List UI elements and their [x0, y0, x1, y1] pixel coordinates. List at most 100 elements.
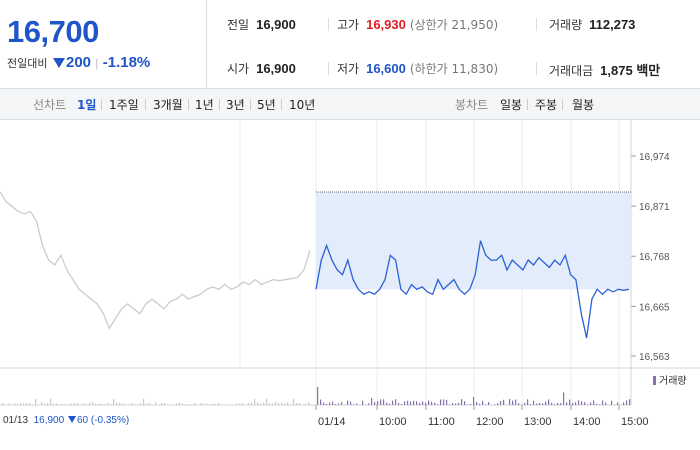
volume-bar	[8, 403, 10, 405]
volume-bar	[35, 399, 37, 405]
volume-bar	[143, 399, 145, 405]
volume-bar	[428, 400, 430, 405]
volume-bar	[461, 399, 463, 405]
volume-bar	[509, 399, 511, 405]
volume-bar	[626, 400, 628, 405]
volume-bar	[194, 402, 196, 405]
volume-bar	[392, 400, 394, 405]
tab-monthly-candle[interactable]: 월봉	[572, 98, 595, 112]
x-tick-label: 13:00	[524, 416, 552, 428]
tab-1-week[interactable]: 1주일	[109, 98, 139, 112]
volume-bar	[356, 403, 358, 405]
volume-bar	[488, 402, 490, 405]
volume-bar	[542, 403, 544, 405]
volume-bar	[284, 403, 286, 405]
volume-bar	[587, 404, 589, 405]
volume-bar	[338, 403, 340, 405]
stat-high: 고가 16,930 (상한가 21,950)	[337, 17, 499, 32]
volume-bar	[470, 404, 472, 405]
volume-bar	[335, 404, 337, 405]
tab-5-years[interactable]: 5년	[257, 98, 276, 112]
volume-bar	[578, 400, 580, 405]
volume-bar	[383, 399, 385, 405]
today-price-line	[315, 240, 630, 339]
x-tick-label: 11:00	[428, 416, 455, 428]
volume-bar	[494, 404, 496, 405]
candle-chart-label: 봉차트	[455, 98, 489, 112]
x-tick-label: 14:00	[573, 416, 601, 428]
volume-bar	[17, 404, 19, 405]
volume-bar	[341, 401, 343, 405]
volume-bar	[563, 392, 565, 405]
volume-bar	[29, 403, 31, 405]
volume-bar	[533, 400, 535, 405]
volume-bar	[455, 403, 457, 405]
volume-bar	[182, 403, 184, 405]
volume-bar	[497, 403, 499, 405]
volume-bar	[47, 402, 49, 405]
volume-bar	[368, 403, 370, 405]
volume-bar	[584, 402, 586, 405]
y-tick-label: 16,974	[639, 152, 670, 163]
stats-grid: 전일 16,900 고가 16,930 (상한가 21,950) 거래량 112,273…	[207, 0, 700, 88]
volume-bar	[98, 403, 100, 405]
volume-bar	[83, 403, 85, 405]
volume-bar	[371, 398, 373, 405]
x-tick-label: 12:00	[476, 416, 504, 428]
volume-bar	[167, 404, 169, 405]
volume-bar	[41, 402, 43, 405]
tab-weekly-candle[interactable]: 주봉	[535, 98, 558, 112]
stat-trade-value: 거래대금 1,875 백만	[549, 63, 661, 78]
volume-bar	[524, 402, 526, 405]
volume-bar	[68, 404, 70, 405]
down-triangle-icon	[52, 58, 65, 68]
volume-bar	[623, 402, 625, 405]
volume-bar	[476, 401, 478, 405]
tab-1-year[interactable]: 1년	[195, 98, 214, 112]
volume-bar	[32, 404, 34, 405]
volume-bar	[269, 403, 271, 405]
y-tick-label: 16,768	[639, 252, 670, 263]
volume-bar	[452, 402, 454, 405]
volume-bar	[110, 404, 112, 405]
volume-bar	[125, 404, 127, 405]
volume-bar	[500, 400, 502, 405]
volume-bar	[191, 404, 193, 405]
tab-3-years[interactable]: 3년	[226, 98, 245, 112]
volume-bar	[347, 400, 349, 405]
volume-bar	[248, 403, 250, 405]
volume-bar	[419, 402, 421, 405]
volume-bar	[464, 401, 466, 405]
volume-bar	[350, 401, 352, 405]
volume-bar	[26, 402, 28, 405]
volume-bar	[206, 403, 208, 405]
volume-bar	[92, 402, 94, 405]
volume-bar	[263, 402, 265, 405]
volume-bar	[353, 404, 355, 405]
volume-bar	[299, 402, 301, 405]
current-price: 16,700	[7, 14, 99, 49]
volume-bar	[104, 404, 106, 405]
volume-bar	[404, 401, 406, 405]
volume-bar	[140, 403, 142, 405]
volume-bar	[539, 403, 541, 405]
tab-10-years[interactable]: 10년	[289, 98, 316, 112]
volume-bar	[200, 403, 202, 405]
tab-daily-candle[interactable]: 일봉	[500, 98, 523, 112]
volume-bar	[326, 403, 328, 405]
volume-bar	[515, 399, 517, 405]
tab-3-months[interactable]: 3개월	[153, 98, 183, 112]
volume-bar	[95, 403, 97, 405]
volume-bar	[416, 401, 418, 405]
line-chart-label: 선차트	[33, 98, 67, 112]
y-tick-label: 16,871	[639, 202, 670, 213]
volume-bar	[314, 404, 316, 405]
volume-bar	[239, 403, 241, 405]
volume-bar	[548, 399, 550, 405]
tab-1-day[interactable]: 1일	[77, 98, 97, 112]
volume-bar	[593, 400, 595, 405]
y-tick-label: 16,665	[639, 302, 670, 313]
stat-prev-close: 전일 16,900	[227, 17, 296, 32]
volume-bar	[236, 403, 238, 405]
price-box: 16,700 전일대비 200 | -1.18%	[0, 0, 207, 88]
